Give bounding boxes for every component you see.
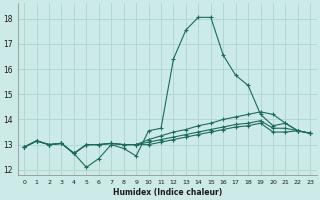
X-axis label: Humidex (Indice chaleur): Humidex (Indice chaleur) (113, 188, 222, 197)
